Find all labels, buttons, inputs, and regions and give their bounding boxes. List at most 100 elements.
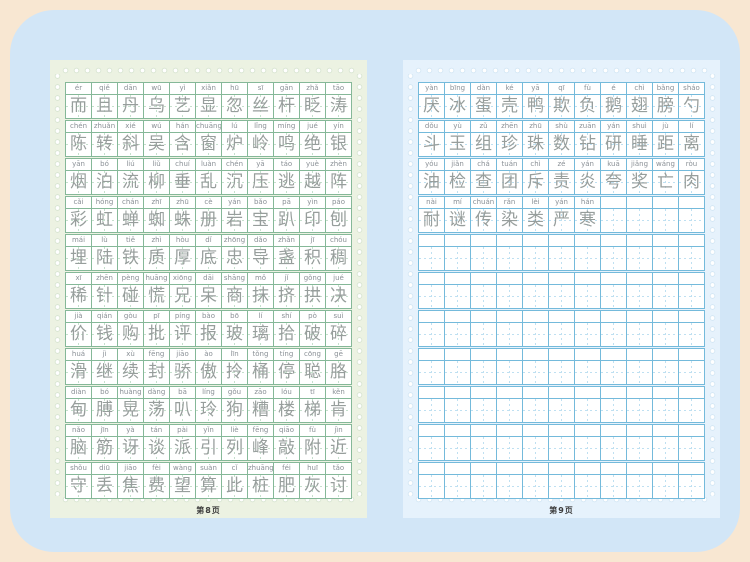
character-cell: 抹 bbox=[248, 285, 274, 308]
pinyin-cell: zhēn bbox=[92, 273, 118, 284]
pinyin-cell: bó bbox=[92, 387, 118, 398]
page-left: ér qiě dān wū yì xiǎn hū sī gān zhǎ tāo 而且丹乌艺显忽丝杆眨涛… bbox=[50, 60, 367, 518]
character-cell: 商 bbox=[222, 285, 248, 308]
pinyin-cell bbox=[523, 387, 549, 398]
pinyin-cell: zāo bbox=[248, 387, 274, 398]
pinyin-cell bbox=[601, 273, 627, 284]
character-cell: 流 bbox=[118, 171, 144, 194]
character-cell bbox=[679, 209, 704, 232]
character-cell: 玻 bbox=[222, 323, 248, 346]
character-cell bbox=[445, 323, 471, 346]
character-cell: 讶 bbox=[118, 437, 144, 460]
pinyin-cell bbox=[523, 311, 549, 322]
character-cell: 骄 bbox=[170, 361, 196, 384]
character-cell: 睡 bbox=[627, 133, 653, 156]
character-strip: 耐谜传染类严寒 bbox=[418, 208, 705, 233]
character-cell bbox=[575, 247, 601, 270]
character-cell bbox=[419, 323, 445, 346]
character-cell bbox=[549, 285, 575, 308]
character-cell: 逃 bbox=[274, 171, 300, 194]
character-cell: 碰 bbox=[118, 285, 144, 308]
pinyin-cell bbox=[575, 273, 601, 284]
character-cell bbox=[575, 285, 601, 308]
character-cell: 晃 bbox=[118, 399, 144, 422]
character-cell: 钻 bbox=[575, 133, 601, 156]
pinyin-cell: huàng bbox=[118, 387, 144, 398]
character-cell: 玉 bbox=[445, 133, 471, 156]
pinyin-cell bbox=[549, 235, 575, 246]
pinyin-cell bbox=[601, 235, 627, 246]
pinyin-cell: dàng bbox=[144, 387, 170, 398]
character-cell: 蛋 bbox=[471, 95, 497, 118]
pinyin-cell bbox=[497, 387, 523, 398]
pinyin-cell bbox=[471, 387, 497, 398]
pinyin-cell bbox=[679, 273, 704, 284]
character-cell bbox=[445, 475, 471, 498]
character-cell: 杆 bbox=[274, 95, 300, 118]
pinyin-cell: zhì bbox=[144, 235, 170, 246]
character-strip: 彩虹蝉蜘蛛册岩宝趴印刨 bbox=[65, 208, 352, 233]
character-cell bbox=[497, 361, 523, 384]
pinyin-cell: mǒ bbox=[248, 273, 274, 284]
pinyin-cell: chì bbox=[627, 83, 653, 94]
pinyin-cell: bō bbox=[222, 311, 248, 322]
pinyin-strip: shǒu diū jiāo fèi wàng suàn cǐ zhuāng féi huī tǎo bbox=[65, 462, 352, 474]
pinyin-cell: zuān bbox=[575, 121, 601, 132]
character-cell: 停 bbox=[274, 361, 300, 384]
practice-row: shǒu diū jiāo fèi wàng suàn cǐ zhuāng féi huī tǎo 守… bbox=[65, 462, 352, 499]
character-cell bbox=[627, 361, 653, 384]
pinyin-cell: yà bbox=[118, 425, 144, 436]
pinyin-cell bbox=[445, 387, 471, 398]
character-cell: 蛛 bbox=[170, 209, 196, 232]
pinyin-cell bbox=[523, 273, 549, 284]
pinyin-cell: bào bbox=[196, 311, 222, 322]
pinyin-cell: wú bbox=[144, 121, 170, 132]
pinyin-cell: hán bbox=[170, 121, 196, 132]
pinyin-cell: yā bbox=[523, 83, 549, 94]
character-cell: 沉 bbox=[222, 171, 248, 194]
character-cell: 甸 bbox=[66, 399, 92, 422]
character-strip bbox=[418, 322, 705, 347]
pinyin-cell bbox=[549, 425, 575, 436]
pinyin-cell: hóng bbox=[92, 197, 118, 208]
character-cell bbox=[679, 361, 704, 384]
character-cell: 蜘 bbox=[144, 209, 170, 232]
pinyin-cell: kěn bbox=[332, 388, 345, 396]
character-cell: 且 bbox=[92, 95, 118, 118]
pinyin-cell bbox=[627, 463, 653, 474]
pinyin-cell: jué bbox=[300, 121, 326, 132]
pinyin-strip: nài mí chuán rǎn lèi yán hán bbox=[418, 196, 705, 208]
pinyin-cell: bā bbox=[170, 387, 196, 398]
character-cell bbox=[419, 285, 445, 308]
character-cell bbox=[601, 399, 627, 422]
character-cell bbox=[471, 437, 497, 460]
pinyin-cell bbox=[445, 235, 471, 246]
character-cell bbox=[575, 361, 601, 384]
pinyin-cell bbox=[419, 349, 445, 360]
character-cell bbox=[445, 437, 471, 460]
practice-row bbox=[418, 348, 705, 385]
character-cell: 购 bbox=[118, 323, 144, 346]
character-cell: 勺 bbox=[679, 95, 704, 118]
character-cell: 敲 bbox=[274, 437, 300, 460]
character-cell bbox=[627, 323, 653, 346]
character-cell: 灰 bbox=[300, 475, 326, 498]
practice-row: nǎo jīn yà tán pài yǐn liè fēng qiāo fù jìn 脑筋讶谈派引列… bbox=[65, 424, 352, 461]
pinyin-cell: fù bbox=[575, 83, 601, 94]
pinyin-cell: hán bbox=[575, 197, 601, 208]
pinyin-cell: jiǎn bbox=[445, 159, 471, 170]
character-cell: 负 bbox=[575, 95, 601, 118]
character-cell: 慌 bbox=[144, 285, 170, 308]
pinyin-cell: dāi bbox=[196, 273, 222, 284]
pinyin-cell bbox=[653, 387, 679, 398]
practice-row bbox=[418, 462, 705, 499]
character-cell: 厚 bbox=[170, 247, 196, 270]
pinyin-cell: jià bbox=[66, 311, 92, 322]
character-cell: 越 bbox=[300, 171, 326, 194]
pinyin-cell bbox=[419, 273, 445, 284]
character-cell bbox=[497, 285, 523, 308]
character-cell: 价 bbox=[66, 323, 92, 346]
pinyin-cell bbox=[497, 235, 523, 246]
pinyin-cell: jiǎng bbox=[627, 159, 653, 170]
pinyin-cell: lèi bbox=[523, 197, 549, 208]
